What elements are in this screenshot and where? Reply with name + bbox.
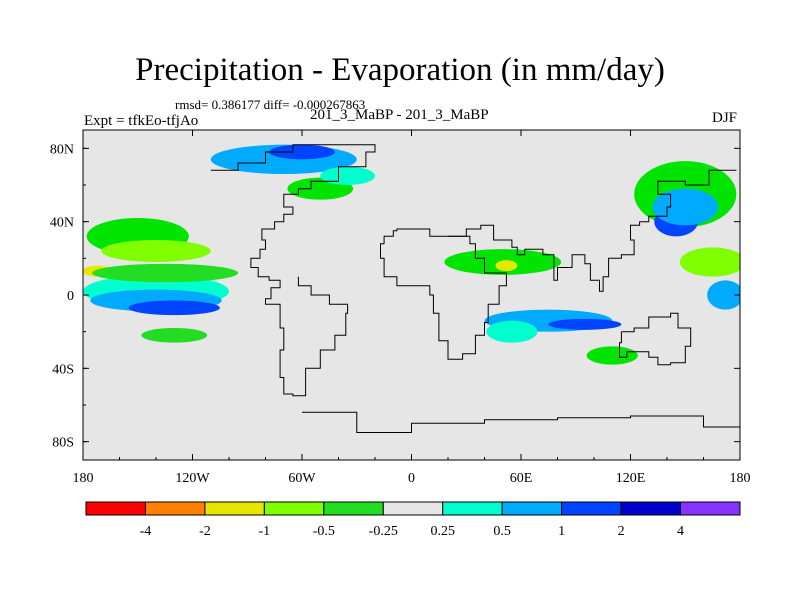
x-tick-label: 0 (408, 471, 415, 486)
colorbar-label: -2 (199, 524, 211, 539)
plot-title: Precipitation - Evaporation (in mm/day) (135, 52, 665, 88)
x-tick-label: 180 (730, 471, 751, 486)
field-n-pacific-jet-2 (101, 240, 211, 262)
field-asia-pacific-cyan (652, 188, 719, 226)
colorbar-label: 0.25 (430, 524, 455, 539)
field-trop-pacific-green (92, 263, 239, 283)
plot-subtitle: 201_3_MaBP - 201_3_MaBP (310, 107, 489, 123)
x-tick-label: 180 (73, 471, 94, 486)
y-tick-label: 40S (52, 362, 74, 377)
y-axis: 80N 40N 0 40S 80S (50, 142, 740, 451)
colorbar-label: -1 (259, 524, 271, 539)
colorbar-swatch (204, 501, 265, 516)
x-tick-label: 60E (510, 471, 533, 486)
season-label: DJF (712, 110, 738, 126)
colorbar-swatch (501, 501, 563, 516)
field-n-atlantic-cyan (320, 166, 375, 185)
colorbar: -4 -2 -1 -0.5 -0.25 0.25 0.5 1 2 4 (85, 501, 741, 539)
colorbar-label: 0.5 (493, 524, 511, 539)
colorbar-label: 1 (558, 524, 565, 539)
x-tick-label: 120E (616, 471, 646, 486)
field-w-pacific-blue (707, 280, 740, 310)
field-arctic-canada-blue (269, 144, 335, 160)
y-tick-label: 0 (67, 289, 74, 304)
field-w-pacific-green (679, 247, 740, 277)
y-tick-label: 80S (52, 436, 74, 451)
coastline-layer (210, 144, 740, 438)
coastline-3 (619, 312, 692, 366)
colorbar-swatch (680, 501, 741, 516)
colorbar-swatch (144, 501, 206, 516)
y-tick-label: 80N (50, 142, 74, 157)
colorbar-swatch (561, 501, 622, 516)
colorbar-label: 4 (677, 524, 684, 539)
field-sh-pacific (141, 328, 208, 343)
coastline-2 (448, 169, 737, 292)
y-tick-label: 40N (50, 216, 74, 231)
coastline-1 (380, 228, 507, 360)
x-tick-label: 120W (175, 471, 210, 486)
colorbar-label: -4 (140, 524, 152, 539)
colorbar-label: -0.25 (369, 524, 398, 539)
stats-text: rmsd= 0.386177 diff= -0.000267863 (175, 97, 366, 112)
colorbar-swatch (85, 501, 146, 516)
colorbar-swatch (382, 501, 444, 516)
coastline-0 (210, 144, 376, 397)
field-indian-ocean-blue (548, 318, 622, 330)
experiment-label: Expt = tfkEo-tfjAo (84, 113, 199, 129)
field-indian-ocean-cyan (486, 320, 538, 343)
colorbar-swatch (620, 501, 682, 516)
field-africa-yellow (495, 260, 518, 272)
coastline-4 (302, 411, 740, 438)
colorbar-swatch (263, 501, 325, 516)
colorbar-label: 2 (618, 524, 625, 539)
field-trop-pacific-blue (128, 300, 220, 316)
field-s-indian-green (586, 346, 638, 365)
x-axis: 180 120W 60W 0 60E 120E 180 (73, 130, 751, 486)
colorbar-swatch (442, 501, 503, 516)
colorbar-swatch (323, 501, 384, 516)
precip-field-layer (83, 144, 740, 365)
x-tick-label: 60W (288, 471, 316, 486)
colorbar-label: -0.5 (313, 524, 335, 539)
